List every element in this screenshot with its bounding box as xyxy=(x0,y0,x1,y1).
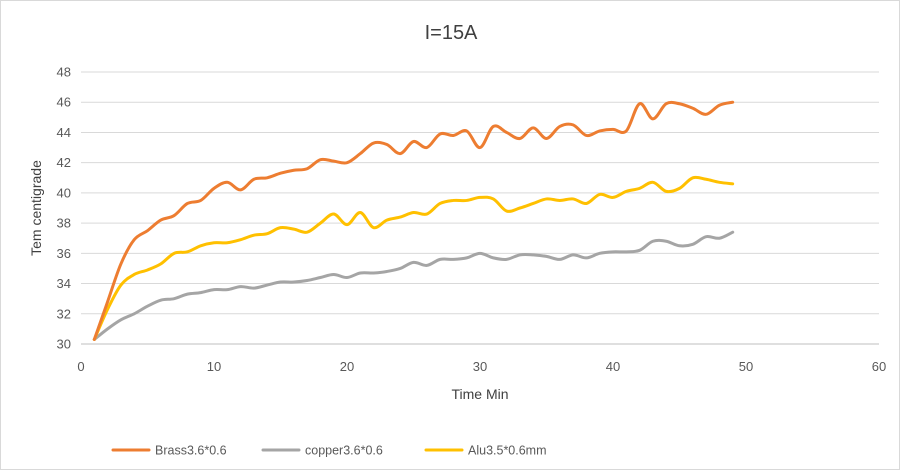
x-tick-label: 0 xyxy=(77,359,84,374)
y-tick-label: 34 xyxy=(57,276,71,291)
y-tick-label: 44 xyxy=(57,125,71,140)
x-tick-label: 40 xyxy=(606,359,620,374)
y-tick-label: 32 xyxy=(57,306,71,321)
x-axis-title: Time Min xyxy=(451,386,508,402)
axes: 30 32 34 36 38 40 42 44 46 48 0 10 20 30 40 50 60 xyxy=(57,65,887,375)
x-tick-label: 60 xyxy=(872,359,886,374)
y-tick-label: 30 xyxy=(57,337,71,352)
legend: Brass3.6*0.6 copper3.6*0.6 Alu3.5*0.6mm xyxy=(111,444,547,458)
chart-title: I=15A xyxy=(425,22,478,44)
series-line-copper3-6-0-6 xyxy=(92,230,735,341)
y-tick-label: 40 xyxy=(57,185,71,200)
legend-label: copper3.6*0.6 xyxy=(305,444,383,458)
series-line-brass3-6-0-6 xyxy=(92,100,735,341)
y-tick-label: 36 xyxy=(57,246,71,261)
y-tick-label: 48 xyxy=(57,65,71,80)
y-tick-label: 42 xyxy=(57,155,71,170)
x-tick-label: 30 xyxy=(473,359,487,374)
y-tick-label: 46 xyxy=(57,95,71,110)
x-tick-label: 20 xyxy=(340,359,354,374)
y-tick-label: 38 xyxy=(57,216,71,231)
series-lines xyxy=(92,100,735,341)
gridlines xyxy=(81,71,879,315)
y-axis-title: Tem centigrade xyxy=(28,160,44,256)
x-tick-label: 10 xyxy=(207,359,221,374)
x-tick-label: 50 xyxy=(739,359,753,374)
series-line-alu3-5-0-6mm xyxy=(92,175,735,341)
legend-label: Brass3.6*0.6 xyxy=(155,444,227,458)
legend-label: Alu3.5*0.6mm xyxy=(468,444,547,458)
